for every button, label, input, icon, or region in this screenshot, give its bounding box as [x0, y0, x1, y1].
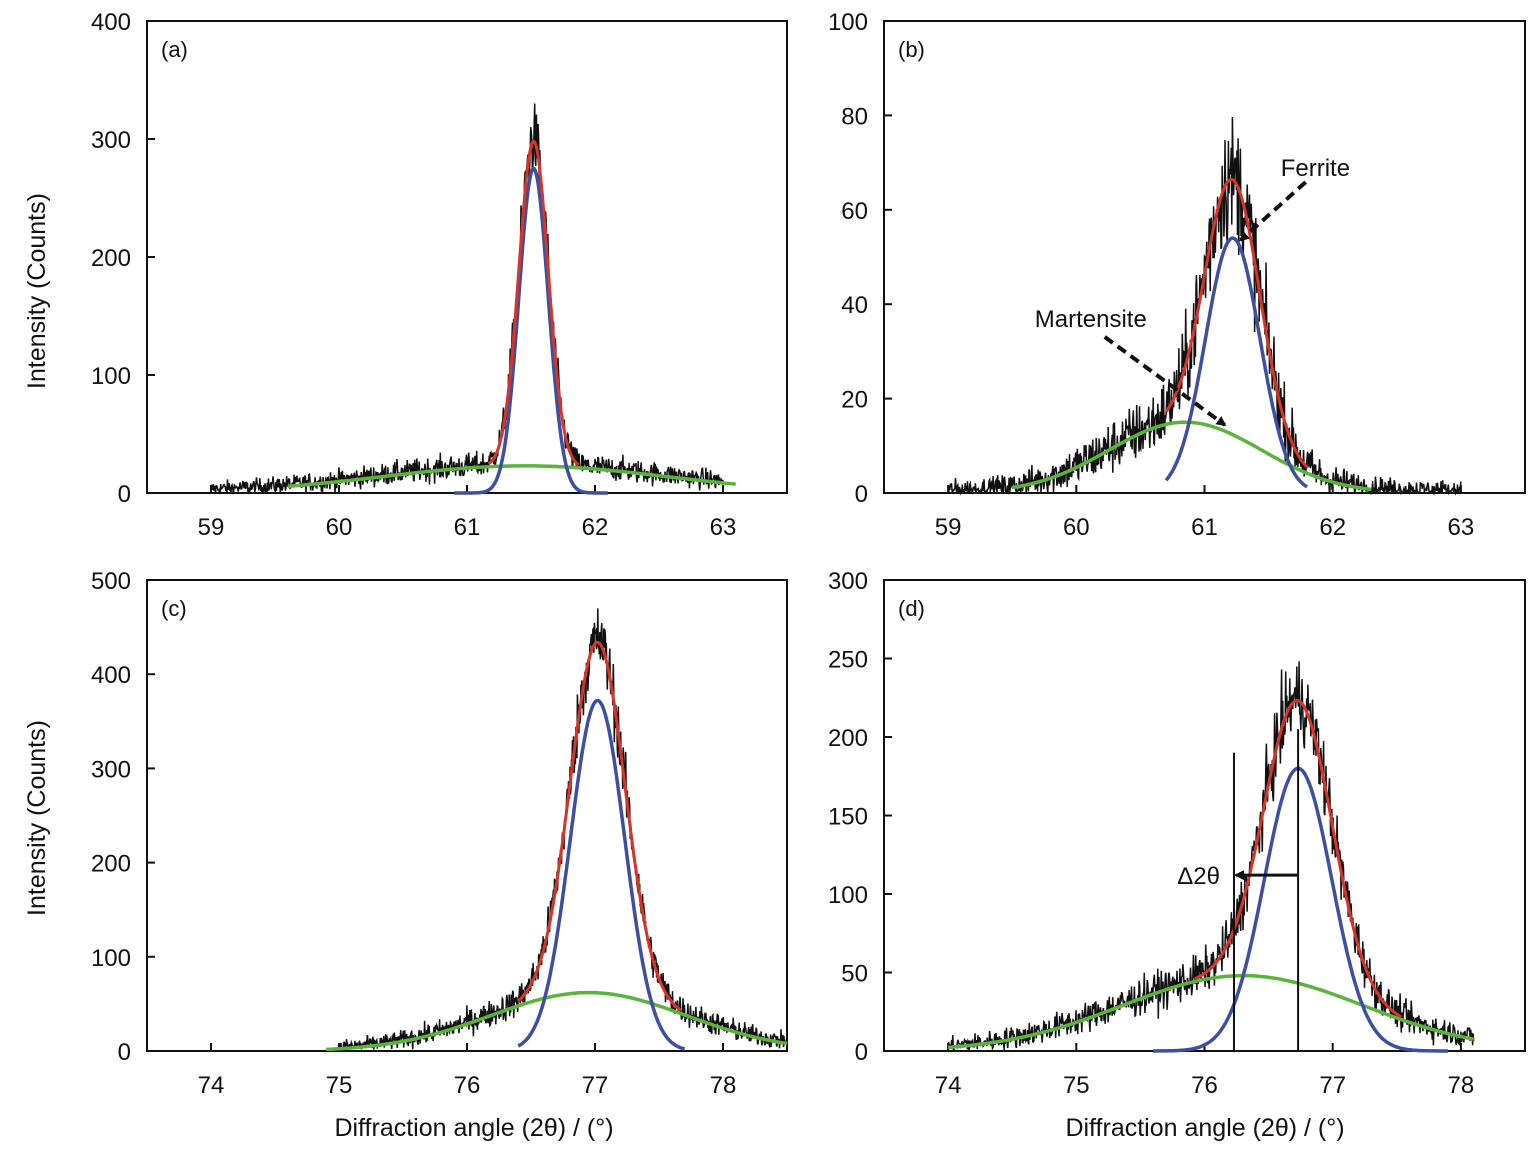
martensite-fit-line — [1011, 420, 1372, 492]
y-tick-label: 200 — [828, 725, 868, 752]
y-tick-label: 100 — [91, 363, 131, 390]
plot-frame-a — [146, 20, 788, 494]
panel-label-a: (a) — [161, 37, 188, 62]
plot-frame-c — [146, 579, 788, 1052]
martensite-arrow — [1103, 335, 1227, 427]
y-tick-label: 20 — [841, 387, 868, 414]
y-tick-label: 0 — [118, 1039, 131, 1066]
y-tick-label: 50 — [841, 961, 868, 988]
panel-label-c: (c) — [161, 596, 187, 621]
y-tick-label: 40 — [841, 292, 868, 319]
panel-label-d: (d) — [898, 596, 925, 621]
y-tick-label: 400 — [91, 9, 131, 36]
x-tick-label: 76 — [1191, 1072, 1218, 1099]
total-fit-line — [1194, 699, 1403, 1019]
y-tick-label: 100 — [828, 9, 868, 36]
x-axis-title-left: Diffraction angle (2θ) / (°) — [334, 1114, 613, 1142]
x-tick-label: 60 — [326, 514, 353, 541]
x-tick-label: 78 — [710, 1072, 737, 1099]
panel-a: 0 100 200 300 400 59 60 61 62 63 (a) — [91, 9, 788, 541]
x-tick-label: 77 — [582, 1072, 609, 1099]
y-tick-label: 400 — [91, 662, 131, 689]
y-tick-label: 0 — [855, 481, 868, 508]
y-tick-label: 100 — [828, 882, 868, 909]
x-tick-label: 60 — [1063, 514, 1090, 541]
y-tick-label: 300 — [91, 756, 131, 783]
y-tick-label: 200 — [91, 245, 131, 272]
y-tick-label: 250 — [828, 647, 868, 674]
x-tick-label: 75 — [326, 1072, 353, 1099]
y-tick-label: 0 — [118, 481, 131, 508]
y-axis-title-top: Intensity (Counts) — [23, 193, 51, 389]
total-fit-line — [517, 640, 682, 1012]
x-tick-label: 62 — [1319, 514, 1346, 541]
ferrite-fit-line — [517, 698, 685, 1051]
x-tick-label: 61 — [1191, 514, 1218, 541]
y-tick-label: 300 — [91, 127, 131, 154]
ferrite-fit-line — [454, 166, 608, 495]
x-tick-label: 62 — [582, 514, 609, 541]
measured-intensity-line — [947, 116, 1462, 496]
panel-label-b: (b) — [898, 37, 925, 62]
delta-2theta-label: Δ2θ — [1177, 863, 1220, 890]
x-tick-label: 59 — [935, 514, 962, 541]
ferrite-fit-line — [1153, 766, 1449, 1053]
y-tick-label: 0 — [855, 1039, 868, 1066]
total-fit-line — [1164, 178, 1309, 469]
x-tick-label: 59 — [198, 514, 225, 541]
ferrite-arrow — [1239, 180, 1308, 242]
martensite-fit-line — [287, 464, 736, 489]
y-tick-label: 150 — [828, 804, 868, 831]
x-tick-label: 74 — [935, 1072, 962, 1099]
y-axis-title-bottom: Intensity (Counts) — [23, 720, 51, 916]
measured-intensity-line — [210, 103, 724, 495]
y-tick-label: 300 — [828, 568, 868, 595]
x-tick-label: 61 — [454, 514, 481, 541]
y-tick-label: 500 — [91, 568, 131, 595]
y-tick-label: 80 — [841, 103, 868, 130]
y-tick-label: 60 — [841, 198, 868, 225]
y-tick-label: 200 — [91, 851, 131, 878]
panel-d: 0 50 100 150 200 250 300 74 75 76 77 78 (d) Δ2θ — [828, 568, 1526, 1099]
panel-b: 0 20 40 60 80 100 59 60 61 62 63 (b) Ferrite Martensi… — [828, 9, 1526, 541]
martensite-annotation: Martensite — [1035, 306, 1147, 333]
x-tick-label: 77 — [1319, 1072, 1346, 1099]
x-tick-label: 76 — [454, 1072, 481, 1099]
panel-c: 0 100 200 300 400 500 74 75 76 77 78 (c) — [91, 568, 788, 1099]
y-tick-label: 100 — [91, 945, 131, 972]
x-axis-title-right: Diffraction angle (2θ) / (°) — [1065, 1114, 1344, 1142]
ferrite-fit-line — [1164, 236, 1309, 489]
martensite-fit-line — [326, 990, 788, 1052]
x-tick-label: 63 — [710, 514, 737, 541]
martensite-fit-line — [947, 973, 1475, 1050]
total-fit-line — [487, 139, 580, 467]
ferrite-annotation: Ferrite — [1281, 155, 1350, 182]
x-tick-label: 63 — [1448, 514, 1475, 541]
measured-intensity-line — [947, 661, 1475, 1052]
x-tick-label: 75 — [1063, 1072, 1090, 1099]
x-tick-label: 78 — [1448, 1072, 1475, 1099]
x-tick-label: 74 — [198, 1072, 225, 1099]
